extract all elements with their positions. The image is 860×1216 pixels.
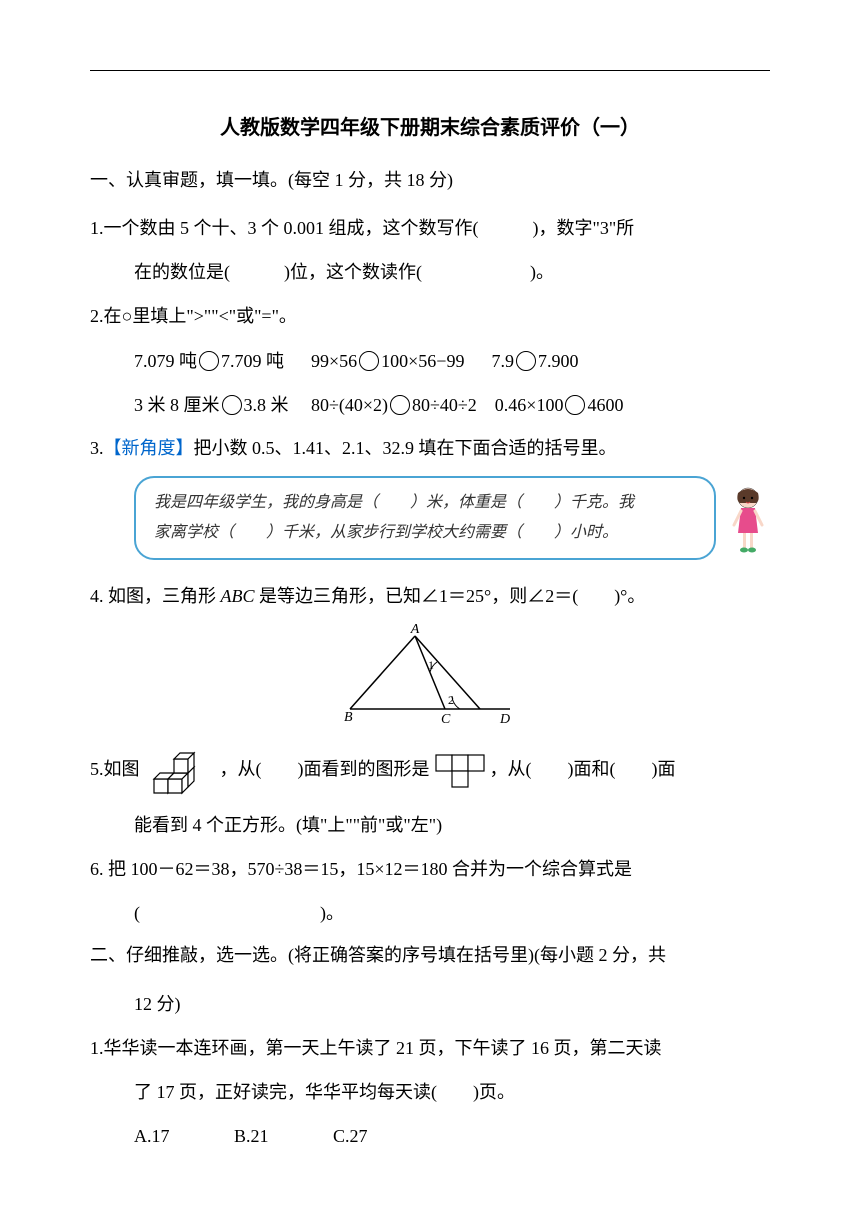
label-D: D — [499, 712, 510, 724]
q2r2-b: 3.8 米 — [244, 395, 289, 415]
top-divider — [90, 70, 770, 71]
girl-icon — [726, 483, 770, 553]
label-B: B — [344, 710, 353, 724]
q2r2-a: 3 米 8 厘米 — [134, 395, 220, 415]
q2-row1: 7.079 吨 7.709 吨 99×56 100×56−99 7.9 7.900 — [90, 342, 770, 382]
bubble-line1: 我是四年级学生，我的身高是（ ）米，体重是（ ）千克。我 — [154, 488, 696, 518]
q2-row2: 3 米 8 厘米 3.8 米 80÷(40×2) 80÷40÷2 0.46×100 4… — [90, 386, 770, 426]
q2-header: 2.在○里填上">""<"或"="。 — [90, 298, 770, 334]
q2r2-d: 80÷40÷2 — [412, 395, 477, 415]
circle-icon — [390, 395, 410, 415]
q2r1-f: 7.900 — [538, 351, 579, 371]
q5: 5.如图 ，从( )面看到的图形是 ，从( )面和( )面 — [90, 743, 770, 799]
cubes-icon — [144, 743, 216, 799]
q3: 3.【新角度】把小数 0.5、1.41、2.1、32.9 填在下面合适的括号里。 — [90, 430, 770, 466]
q5-text1: ，从( )面看到的图形是 — [220, 759, 430, 779]
q2r1-e: 7.9 — [491, 351, 514, 371]
q3-prefix: 3. — [90, 438, 104, 458]
s2-q1-options: A.17 B.21 C.27 — [90, 1118, 770, 1154]
circle-icon — [222, 395, 242, 415]
speech-bubble: 我是四年级学生，我的身高是（ ）米，体重是（ ）千克。我 家离学校（ ）千米，从… — [134, 476, 716, 561]
q1-line1: 1.一个数由 5 个十、3 个 0.001 组成，这个数写作( )，数字"3"所 — [90, 210, 770, 246]
circle-icon — [199, 351, 219, 371]
page-title: 人教版数学四年级下册期末综合素质评价（一） — [90, 111, 770, 140]
circle-icon — [516, 351, 536, 371]
s2-q1-line1: 1.华华读一本连环画，第一天上午读了 21 页，下午读了 16 页，第二天读 — [90, 1030, 770, 1066]
q2r2-e: 0.46×100 — [495, 395, 564, 415]
s2-q1-line2: 了 17 页，正好读完，华华平均每天读( )页。 — [90, 1074, 770, 1110]
new-angle-tag: 【新角度】 — [104, 438, 194, 458]
circle-icon — [359, 351, 379, 371]
q5-text2: ，从( )面和( )面 — [490, 759, 676, 779]
q2r1-a: 7.079 吨 — [134, 351, 197, 371]
opt-b: B.21 — [234, 1118, 269, 1154]
q2r2-f: 4600 — [587, 395, 623, 415]
section-1-header: 一、认真审题，填一填。(每空 1 分，共 18 分) — [90, 164, 770, 196]
q3-text: 把小数 0.5、1.41、2.1、32.9 填在下面合适的括号里。 — [194, 438, 617, 458]
q2r1-c: 99×56 — [311, 351, 357, 371]
q2r1-b: 7.709 吨 — [221, 351, 284, 371]
q2r2-c: 80÷(40×2) — [311, 395, 388, 415]
q6-line2: ( )。 — [90, 895, 770, 931]
q5-prefix: 5.如图 — [90, 759, 140, 779]
speech-bubble-container: 我是四年级学生，我的身高是（ ）米，体重是（ ）千克。我 家离学校（ ）千米，从… — [134, 476, 770, 561]
triangle-figure: A B C D 1 2 — [90, 624, 770, 729]
q4: 4. 如图，三角形 ABC 是等边三角形，已知∠1＝25°，则∠2＝( )°。 — [90, 578, 770, 614]
opt-a: A.17 — [134, 1118, 170, 1154]
label-A: A — [410, 624, 420, 637]
section-2-header-line2: 12 分) — [90, 986, 770, 1022]
q6-line1: 6. 把 100－62＝38，570÷38＝15，15×12＝180 合并为一个… — [90, 851, 770, 887]
label-angle2: 2 — [448, 693, 454, 707]
circle-icon — [565, 395, 585, 415]
opt-c: C.27 — [333, 1118, 368, 1154]
bubble-line2: 家离学校（ ）千米，从家步行到学校大约需要（ ）小时。 — [154, 518, 696, 548]
label-angle1: 1 — [428, 658, 434, 672]
section-2-header: 二、仔细推敲，选一选。(将正确答案的序号填在括号里)(每小题 2 分，共 — [90, 939, 770, 971]
shape-icon — [434, 753, 486, 789]
q2r1-d: 100×56−99 — [381, 351, 464, 371]
q1-line2: 在的数位是( )位，这个数读作( )。 — [90, 254, 770, 290]
q5-line2: 能看到 4 个正方形。(填"上""前"或"左") — [90, 807, 770, 843]
label-C: C — [441, 712, 451, 724]
